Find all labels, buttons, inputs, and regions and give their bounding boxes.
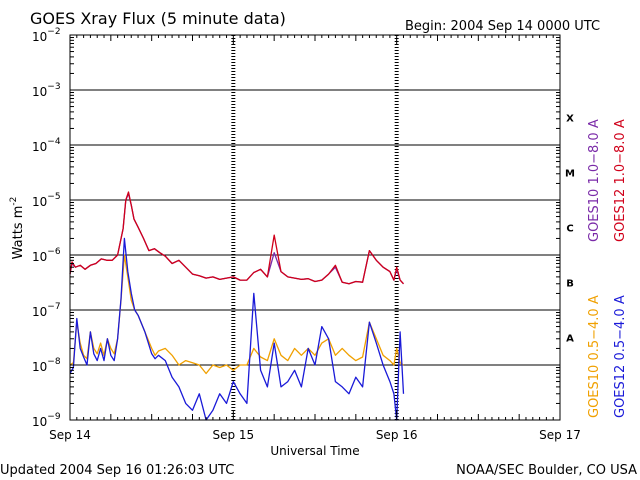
series-layer [69, 191, 405, 421]
x-axis-label: Universal Time [270, 444, 359, 458]
begin-label: Begin: 2004 Sep 14 0000 UTC [405, 19, 600, 34]
y-tick-label: 10−5 [32, 192, 61, 209]
x-tick-label: Sep 14 [49, 428, 91, 442]
y-tick-label: 10−3 [32, 82, 61, 99]
y-tick-label-base: 10 [32, 360, 47, 374]
legend: GOES10 1.0−8.0 A GOES12 1.0−8.0 A GOES10 0… [587, 119, 628, 418]
y-tick-label-exponent: −9 [47, 412, 61, 422]
legend-entry: GOES10 0.5−4.0 A [587, 295, 602, 418]
flare-class-label: X [566, 114, 574, 125]
y-tick-label-base: 10 [32, 415, 47, 429]
y-tick-label: 10−6 [32, 247, 61, 264]
series-line [69, 237, 405, 421]
flare-class-label: A [566, 334, 574, 345]
svg-text:Watts m-2: Watts m-2 [9, 197, 26, 260]
y-tick-label: 10−7 [32, 302, 61, 319]
y-tick-label-exponent: −8 [47, 357, 61, 367]
y-tick-label-exponent: −5 [47, 192, 60, 202]
legend-entry: GOES12 0.5−4.0 A [613, 295, 628, 418]
series-line [69, 191, 404, 285]
source-credit: NOAA/SEC Boulder, CO USA [456, 463, 637, 478]
y-tick-label-exponent: −7 [47, 302, 60, 312]
x-tick-label: Sep 17 [539, 428, 581, 442]
y-tick-label-exponent: −3 [47, 82, 60, 92]
y-axis-label-group: Watts m-2 [9, 197, 26, 260]
y-tick-label: 10−8 [32, 357, 61, 374]
series-line [69, 193, 404, 285]
y-tick-label-base: 10 [32, 140, 47, 154]
y-tick-label-base: 10 [32, 85, 47, 99]
y-tick-label-base: 10 [32, 250, 47, 264]
y-tick-label: 10−2 [32, 27, 61, 44]
y-tick-label-exponent: −6 [47, 247, 61, 257]
y-tick-label: 10−9 [32, 412, 61, 429]
y-axis-label: Watts m [11, 206, 26, 260]
y-tick-label: 10−4 [32, 137, 61, 154]
y-tick-label-base: 10 [32, 305, 47, 319]
flare-class-label: M [565, 169, 575, 180]
updated-timestamp: Updated 2004 Sep 16 01:26:03 UTC [0, 463, 234, 478]
y-axis-label-exponent: -2 [9, 197, 19, 206]
legend-entry: GOES10 1.0−8.0 A [587, 119, 602, 242]
x-tick-label: Sep 16 [376, 428, 418, 442]
y-tick-label-base: 10 [32, 30, 47, 44]
y-tick-label-base: 10 [32, 195, 47, 209]
y-tick-label-exponent: −4 [47, 137, 61, 147]
legend-entry: GOES12 1.0−8.0 A [613, 119, 628, 242]
flare-class-label: C [566, 224, 573, 235]
x-tick-label: Sep 15 [212, 428, 254, 442]
chart-title: GOES Xray Flux (5 minute data) [30, 9, 286, 28]
flare-class-label: B [566, 279, 574, 290]
y-tick-label-exponent: −2 [47, 27, 60, 37]
